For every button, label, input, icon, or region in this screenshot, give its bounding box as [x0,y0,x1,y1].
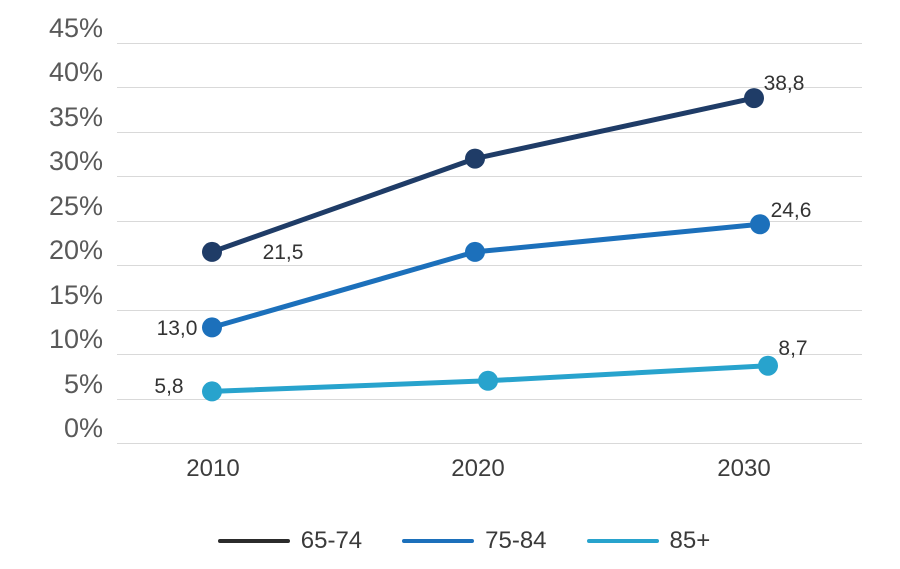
y-tick-label: 10% [48,324,103,355]
series-line-75-84 [209,221,763,330]
data-point-65-74-2010 [202,241,222,262]
gridline [117,354,862,356]
legend-label-75-84: 75-84 [485,527,547,554]
data-point-label-85+-2010: 5,8 [154,375,184,399]
legend: 65-74 75-84 85+ [0,524,900,558]
x-tick-label: 2030 [717,455,771,482]
x-tick-label: 2020 [451,455,505,482]
data-point-75-84-2010 [202,317,222,338]
data-point-85+-2030 [758,355,778,376]
data-point-label-75-84-2010: 13,0 [156,317,198,341]
data-point-85+-2010 [202,381,222,402]
gridline [117,220,862,222]
y-tick-label: 35% [48,101,103,132]
series-line-65-74 [209,95,757,255]
legend-swatch-85+ [586,539,659,543]
y-tick-label: 20% [48,235,103,266]
x-tick-label: 2010 [186,455,240,482]
data-point-65-74-2020 [465,148,485,169]
y-tick-label: 15% [48,279,103,310]
gridline [117,443,862,444]
data-point-label-65-74-2010: 21,5 [262,240,304,264]
legend-item-85+: 85+ [586,526,711,556]
legend-label-85+: 85+ [669,527,711,554]
y-tick-label: 45% [48,13,103,43]
gridline [117,309,862,311]
legend-label-65-74: 65-74 [300,527,363,554]
gridline [117,176,862,178]
data-point-75-84-2030 [750,214,770,235]
gridline [117,131,862,133]
data-point-label-65-74-2030: 38,8 [763,72,805,96]
data-point-label-85+-2030: 8,7 [778,336,808,360]
legend-item-65-74: 65-74 [217,526,363,556]
gridline [117,43,862,44]
y-tick-label: 0% [63,413,103,443]
y-tick-label: 5% [63,368,103,399]
gridline [117,87,862,89]
legend-item-75-84: 75-84 [402,526,547,556]
gridline [117,265,862,267]
data-point-75-84-2020 [465,241,485,262]
legend-swatch-75-84 [402,539,475,543]
data-point-label-75-84-2030: 24,6 [770,199,812,223]
y-tick-label: 30% [48,146,103,177]
legend-swatch-65-74 [217,539,290,543]
data-point-85+-2020 [478,370,498,391]
data-point-65-74-2030 [744,88,764,109]
y-tick-label: 40% [48,57,103,88]
gridline [117,398,862,400]
y-tick-label: 25% [48,190,103,221]
